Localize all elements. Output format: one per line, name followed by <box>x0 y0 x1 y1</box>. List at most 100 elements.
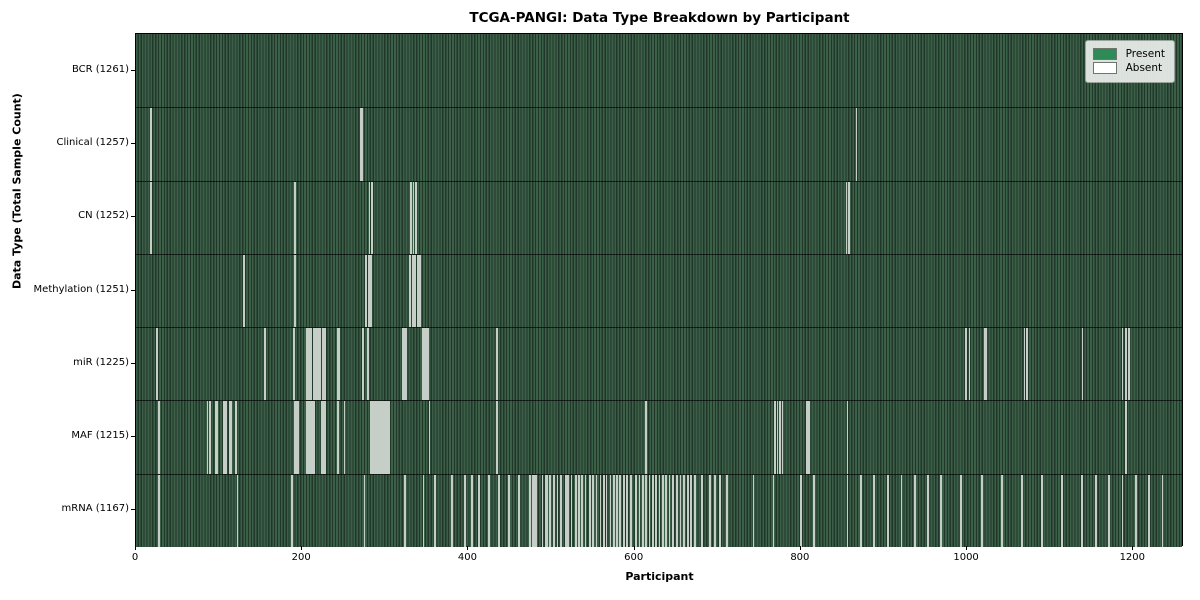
absent-line <box>365 254 368 328</box>
absent-line <box>1124 328 1127 401</box>
absent-line <box>368 181 371 254</box>
xtick-mark <box>467 546 469 550</box>
absent-line <box>495 328 498 401</box>
absent-line <box>428 401 431 474</box>
absent-line <box>363 474 366 547</box>
absent-line <box>305 328 308 401</box>
absent-line <box>679 474 682 547</box>
absent-line <box>1080 474 1083 547</box>
absent-line <box>319 328 322 401</box>
absent-line <box>415 181 417 254</box>
absent-line <box>772 474 775 547</box>
absent-line <box>726 474 728 547</box>
row-band-bcr <box>136 34 1182 108</box>
absent-line <box>645 401 648 474</box>
absent-line <box>488 474 491 547</box>
absent-line <box>421 328 424 401</box>
absent-line <box>1060 474 1063 547</box>
absent-line <box>719 474 722 547</box>
absent-line <box>584 474 587 547</box>
absent-line <box>618 474 621 547</box>
absent-line <box>320 401 323 474</box>
absent-line <box>665 474 668 547</box>
legend-label-present: Present <box>1125 48 1165 60</box>
absent-line <box>337 328 339 401</box>
absent-line <box>546 474 549 547</box>
absent-line <box>985 328 988 401</box>
absent-line <box>388 401 391 474</box>
absent-line <box>322 401 324 474</box>
absent-line <box>367 328 369 401</box>
absent-line <box>529 474 531 547</box>
xtick-mark <box>633 546 635 550</box>
absent-line <box>940 474 943 547</box>
absent-line <box>960 474 963 547</box>
row-band-maf <box>136 400 1182 474</box>
absent-line <box>1001 474 1003 547</box>
absent-line <box>293 181 296 254</box>
absent-line <box>377 401 379 474</box>
absent-line <box>855 108 858 181</box>
absent-line <box>588 474 591 547</box>
absent-line <box>295 401 298 474</box>
ytick-label-mrna: mRNA (1167) <box>61 503 129 515</box>
absent-line <box>556 474 559 547</box>
ytick-label-maf: MAF (1215) <box>71 430 129 442</box>
absent-line <box>1023 328 1026 401</box>
ytick-label-methylation: Methylation (1251) <box>33 283 129 295</box>
ytick-mark <box>131 362 135 364</box>
ytick-mark <box>131 289 135 291</box>
absent-line <box>682 474 685 547</box>
absent-line <box>630 474 633 547</box>
absent-line <box>291 474 294 547</box>
ytick-label-clinical: Clinical (1257) <box>56 136 130 148</box>
absent-line <box>701 474 703 547</box>
absent-line <box>623 474 625 547</box>
absent-line <box>927 474 929 547</box>
row-band-mrna <box>136 473 1182 547</box>
absent-line <box>422 474 425 547</box>
absent-line <box>800 474 802 547</box>
absent-line <box>1081 328 1084 401</box>
absent-line <box>616 474 619 547</box>
absent-line <box>553 474 555 547</box>
absent-line <box>581 474 584 547</box>
absent-line <box>337 401 339 474</box>
absent-line <box>371 181 373 254</box>
absent-line <box>518 474 520 547</box>
absent-line <box>846 401 849 474</box>
xtick-mark <box>799 546 801 550</box>
absent-line <box>306 401 309 474</box>
ytick-label-cn: CN (1252) <box>78 210 129 222</box>
x-axis-label: Participant <box>625 570 694 583</box>
absent-line <box>913 474 916 547</box>
absent-line <box>578 474 580 547</box>
absent-line <box>323 328 326 401</box>
absent-line <box>385 401 387 474</box>
absent-line <box>410 181 412 254</box>
absent-line <box>595 474 598 547</box>
ytick-label-bcr: BCR (1261) <box>71 63 129 75</box>
absent-line <box>498 474 501 547</box>
absent-line <box>658 474 661 547</box>
absent-line <box>234 401 237 474</box>
absent-line <box>214 401 217 474</box>
absent-line <box>307 328 309 401</box>
row-band-cn <box>136 180 1182 254</box>
legend-item-absent: Absent <box>1092 62 1165 74</box>
xtick-label-800: 800 <box>790 552 810 563</box>
absent-line <box>495 401 498 474</box>
absent-line <box>373 401 376 474</box>
absent-line <box>223 401 225 474</box>
absent-line <box>1108 474 1111 547</box>
ytick-mark <box>131 436 135 438</box>
absent-line <box>1148 474 1150 547</box>
absent-line <box>638 474 641 547</box>
absent-line <box>983 328 986 401</box>
absent-line <box>549 474 551 547</box>
absent-line <box>150 181 152 254</box>
absent-line <box>1128 328 1130 401</box>
absent-line <box>965 328 968 401</box>
absent-line <box>314 328 317 401</box>
xtick-label-600: 600 <box>624 552 644 563</box>
